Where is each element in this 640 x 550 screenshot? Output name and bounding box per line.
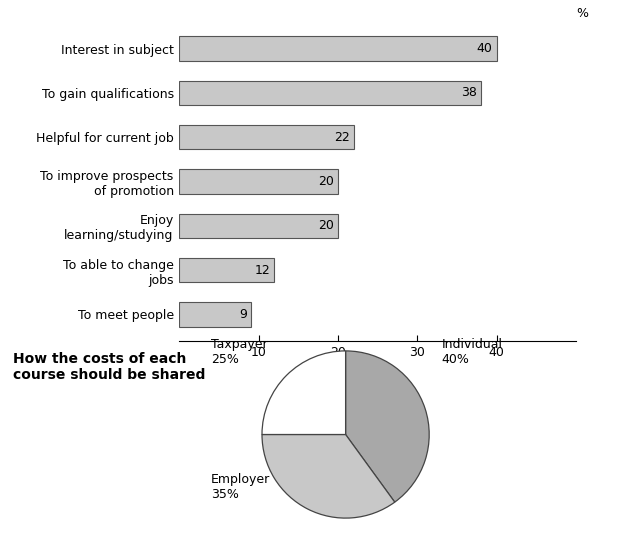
Wedge shape — [346, 351, 429, 502]
Text: %: % — [576, 7, 588, 20]
Bar — [179, 302, 251, 327]
Bar — [179, 81, 481, 105]
Wedge shape — [262, 351, 346, 435]
Text: 20: 20 — [318, 175, 334, 188]
Bar — [179, 169, 338, 194]
Text: 22: 22 — [334, 131, 350, 144]
Text: 12: 12 — [255, 263, 271, 277]
Bar — [179, 258, 275, 282]
Bar — [179, 213, 338, 238]
Wedge shape — [262, 434, 395, 518]
Text: 20: 20 — [318, 219, 334, 232]
Text: 9: 9 — [239, 308, 246, 321]
Text: Taxpayer
25%: Taxpayer 25% — [211, 338, 268, 366]
Text: 40: 40 — [477, 42, 493, 55]
Text: How the costs of each
course should be shared: How the costs of each course should be s… — [13, 352, 205, 382]
Bar — [179, 36, 497, 61]
Text: 38: 38 — [461, 86, 477, 100]
Text: Employer
35%: Employer 35% — [211, 473, 271, 501]
Bar — [179, 125, 354, 150]
Text: Individual
40%: Individual 40% — [442, 338, 502, 366]
